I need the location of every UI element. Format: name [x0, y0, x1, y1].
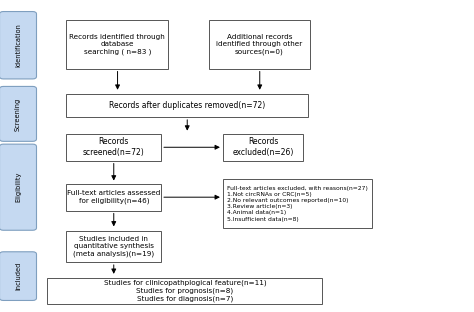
FancyBboxPatch shape [66, 184, 161, 211]
Text: Included: Included [15, 262, 21, 290]
FancyBboxPatch shape [0, 144, 36, 230]
Text: Records after duplicates removed(n=72): Records after duplicates removed(n=72) [109, 101, 265, 110]
Text: Additional records
identified through other
sources(n=0): Additional records identified through ot… [217, 34, 302, 55]
FancyBboxPatch shape [0, 252, 36, 300]
FancyBboxPatch shape [223, 179, 372, 228]
FancyBboxPatch shape [47, 278, 322, 304]
Text: Records
screened(n=72): Records screened(n=72) [83, 137, 145, 158]
FancyBboxPatch shape [0, 12, 36, 79]
Text: Studies for clinicopathplogical feature(n=11)
Studies for prognosis(n=8)
Studies: Studies for clinicopathplogical feature(… [103, 280, 266, 302]
FancyBboxPatch shape [0, 86, 36, 141]
FancyBboxPatch shape [66, 20, 168, 69]
FancyBboxPatch shape [66, 134, 161, 161]
FancyBboxPatch shape [209, 20, 310, 69]
Text: Identification: Identification [15, 23, 21, 67]
Text: Eligibility: Eligibility [15, 172, 21, 202]
FancyBboxPatch shape [66, 94, 308, 117]
Text: Screening: Screening [15, 97, 21, 130]
Text: Full-text articles assessed
for eligibility(n=46): Full-text articles assessed for eligibil… [67, 190, 160, 204]
Text: Full-text articles excluded, with reasons(n=27)
1.Not circRNAs or CRC(n=5)
2.No : Full-text articles excluded, with reason… [227, 186, 367, 222]
Text: Records identified through
database
searching ( n=83 ): Records identified through database sear… [69, 34, 165, 55]
FancyBboxPatch shape [66, 231, 161, 262]
Text: Records
excluded(n=26): Records excluded(n=26) [232, 137, 294, 158]
Text: Studies included in
quantitative synthesis
(meta analysis)(n=19): Studies included in quantitative synthes… [73, 236, 155, 257]
FancyBboxPatch shape [223, 134, 303, 161]
